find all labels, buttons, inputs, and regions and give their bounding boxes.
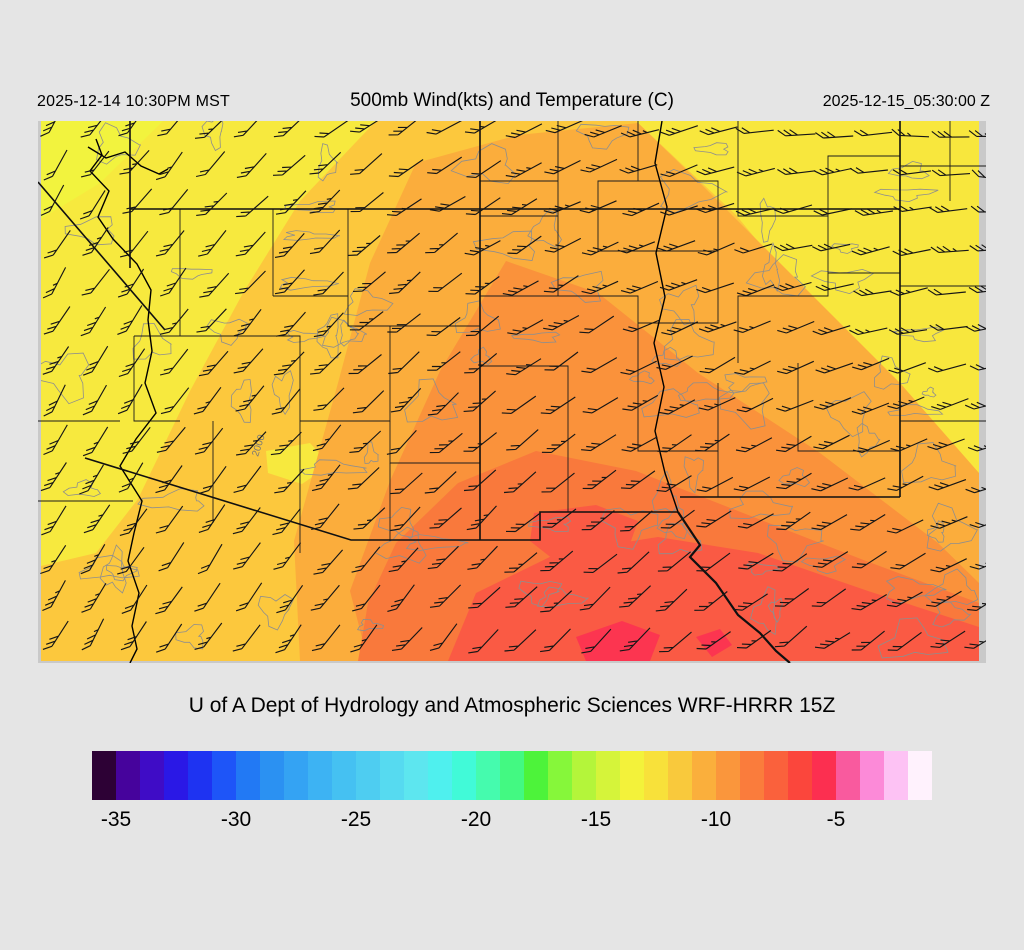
colorbar-segment [884,751,908,800]
colorbar-segment [428,751,452,800]
colorbar-segment [716,751,740,800]
colorbar-segment [188,751,212,800]
colorbar-tick: -25 [340,808,372,831]
colorbar-segment [236,751,260,800]
valid-time-utc: 2025-12-15_05:30:00 Z [822,93,990,110]
colorbar-segment [116,751,140,800]
colorbar-segment [164,751,188,800]
colorbar-tick: -30 [220,808,252,831]
temp-region-nw-corner-bright [41,121,163,219]
colorbar-segment [500,751,524,800]
state-boundaries [37,121,901,541]
colorbar-tick: -5 [826,808,846,831]
colorbar-segment [644,751,668,800]
county-boundaries [38,121,986,553]
temp-region-nw-yellow [41,121,376,566]
colorbar-tick: -10 [700,808,732,831]
colorbar-segment [380,751,404,800]
colorbar-segment [404,751,428,800]
colorbar-tick: -15 [580,808,612,831]
colorbar-segment [596,751,620,800]
temperature-colorbar [92,751,932,800]
attribution-caption: U of A Dept of Hydrology and Atmospheric… [188,694,836,717]
colorbar-segment [332,751,356,800]
colorbar-tick-labels: -35 -30 -25 -20 -15 -10 -5 [92,808,932,834]
colorbar-segment [92,751,116,800]
colorbar-segment [620,751,644,800]
valid-time-local: 2025-12-14 10:30PM MST [37,93,230,110]
temp-region-red-south [448,537,979,661]
colorbar-segment [812,751,836,800]
colorbar-segment [908,751,932,800]
colorbar-segment [260,751,284,800]
colorbar-tick: -20 [460,808,492,831]
colorbar-segment [740,751,764,800]
colorbar-segment [836,751,860,800]
colorbar-segment [284,751,308,800]
colorbar-segment [788,751,812,800]
temp-region-crimson-blob [576,621,660,661]
colorbar-segment [452,751,476,800]
colorbar-segment [572,751,596,800]
colorbar-segment [548,751,572,800]
colorbar-segment [764,751,788,800]
colorbar-segment [860,751,884,800]
weather-map-canvas: 2000 [37,105,1009,664]
rio-grande-border [677,511,791,664]
colorbar-segment [356,751,380,800]
colorbar-tick: -35 [100,808,132,831]
weather-map: 2000 [37,105,1009,664]
temp-region-ne-yellow [636,121,979,493]
colorbar-segment [524,751,548,800]
colorbar-segment [140,751,164,800]
colorbar-segment [668,751,692,800]
colorbar-segment [212,751,236,800]
colorbar-segment [476,751,500,800]
wind-barbs [40,105,1009,654]
map-title: 500mb Wind(kts) and Temperature (C) [350,90,674,111]
colorbar-segment [308,751,332,800]
colorbar-segment [692,751,716,800]
